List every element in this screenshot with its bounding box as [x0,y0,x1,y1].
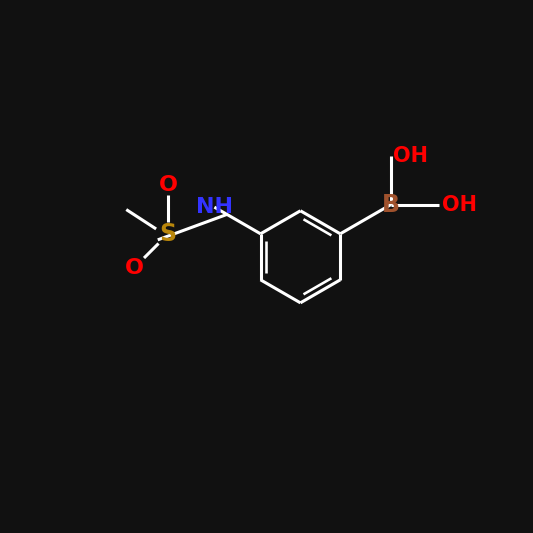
Text: OH: OH [393,146,428,166]
Text: O: O [125,258,144,278]
Text: NH: NH [196,197,233,217]
Text: S: S [160,222,177,246]
Text: O: O [159,175,177,195]
Text: B: B [382,193,400,217]
Text: OH: OH [441,195,477,215]
